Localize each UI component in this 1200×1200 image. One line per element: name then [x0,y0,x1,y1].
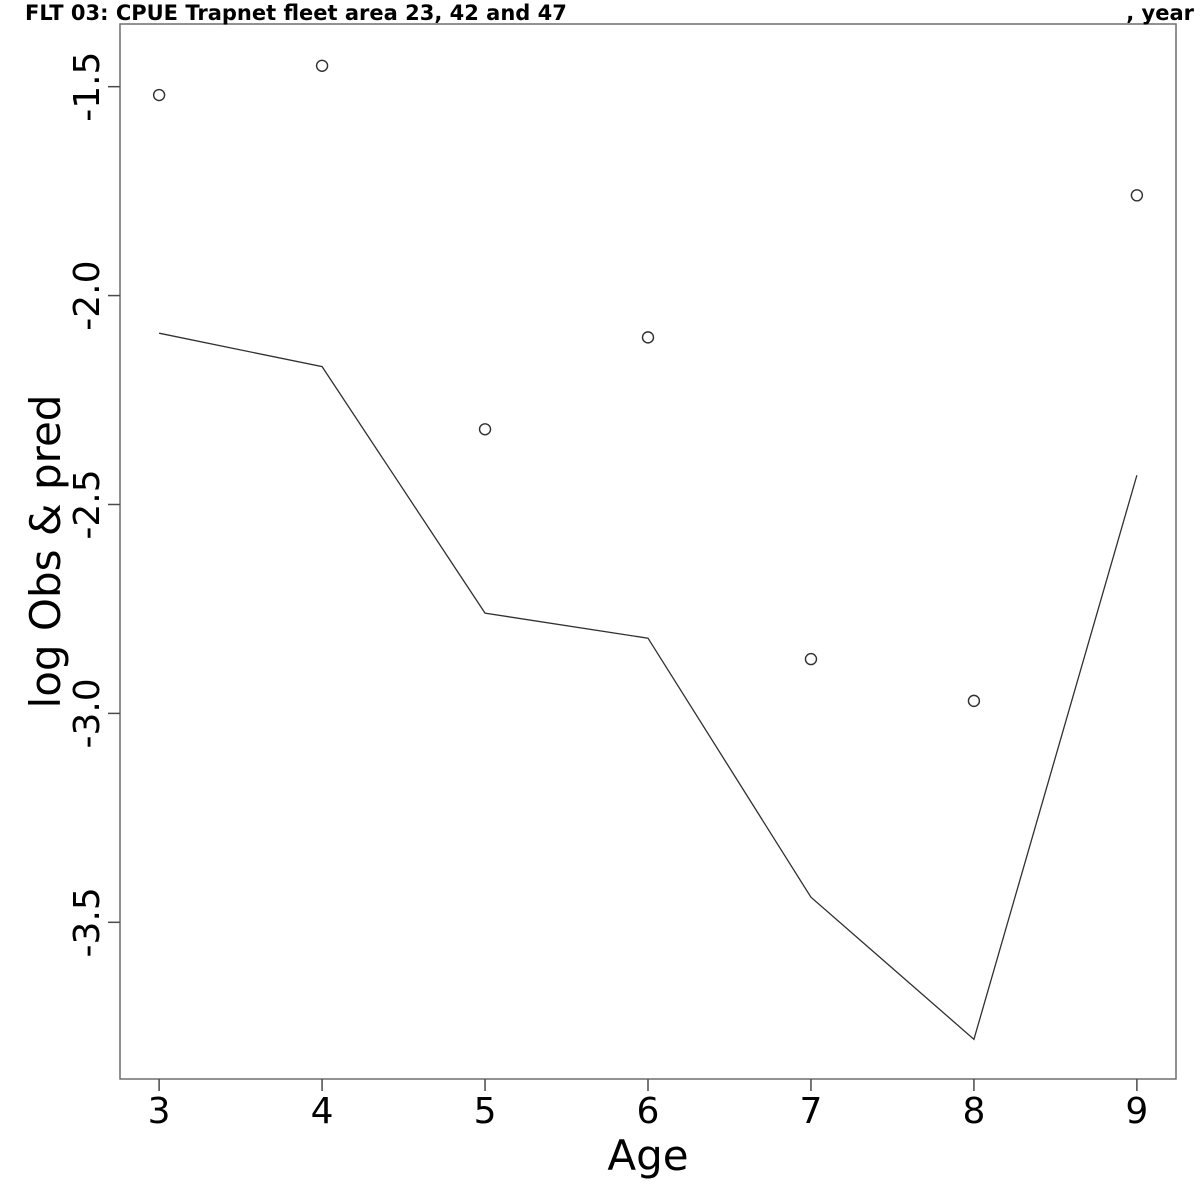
chart-title-annotation: , year [1126,1,1194,25]
observed-point [478,423,492,436]
y-axis-label: log Obs & pred [21,395,70,709]
x-axis-tick-label: 9 [1125,1091,1148,1132]
observed-point [967,694,981,708]
chart-header: FLT 03: CPUE Trapnet fleet area 23, 42 a… [0,0,1200,25]
y-axis-tick-label: -3.5 [67,887,108,957]
plot-border [119,23,1177,1080]
y-axis-tick-label: -2.5 [67,469,108,539]
x-axis-tick-label: 8 [962,1091,985,1132]
y-axis-tick-label: -3.0 [67,678,108,748]
y-axis-tick-label: -1.5 [67,52,108,122]
x-axis-label: Age [607,1131,688,1180]
observed-point [804,652,818,666]
x-axis-tick-label: 4 [311,1091,334,1132]
observed-point [152,88,166,102]
observed-point [1130,189,1144,202]
y-axis-tick-label: -2.0 [67,260,108,330]
observed-point [641,331,655,344]
observed-point [315,59,329,72]
x-axis-tick-label: 5 [474,1091,497,1132]
x-axis-tick-label: 6 [637,1091,660,1132]
chart-title: FLT 03: CPUE Trapnet fleet area 23, 42 a… [25,1,567,25]
x-axis-tick-label: 3 [148,1091,171,1132]
x-axis-tick-label: 7 [800,1091,823,1132]
prediction-line [158,332,1138,1041]
